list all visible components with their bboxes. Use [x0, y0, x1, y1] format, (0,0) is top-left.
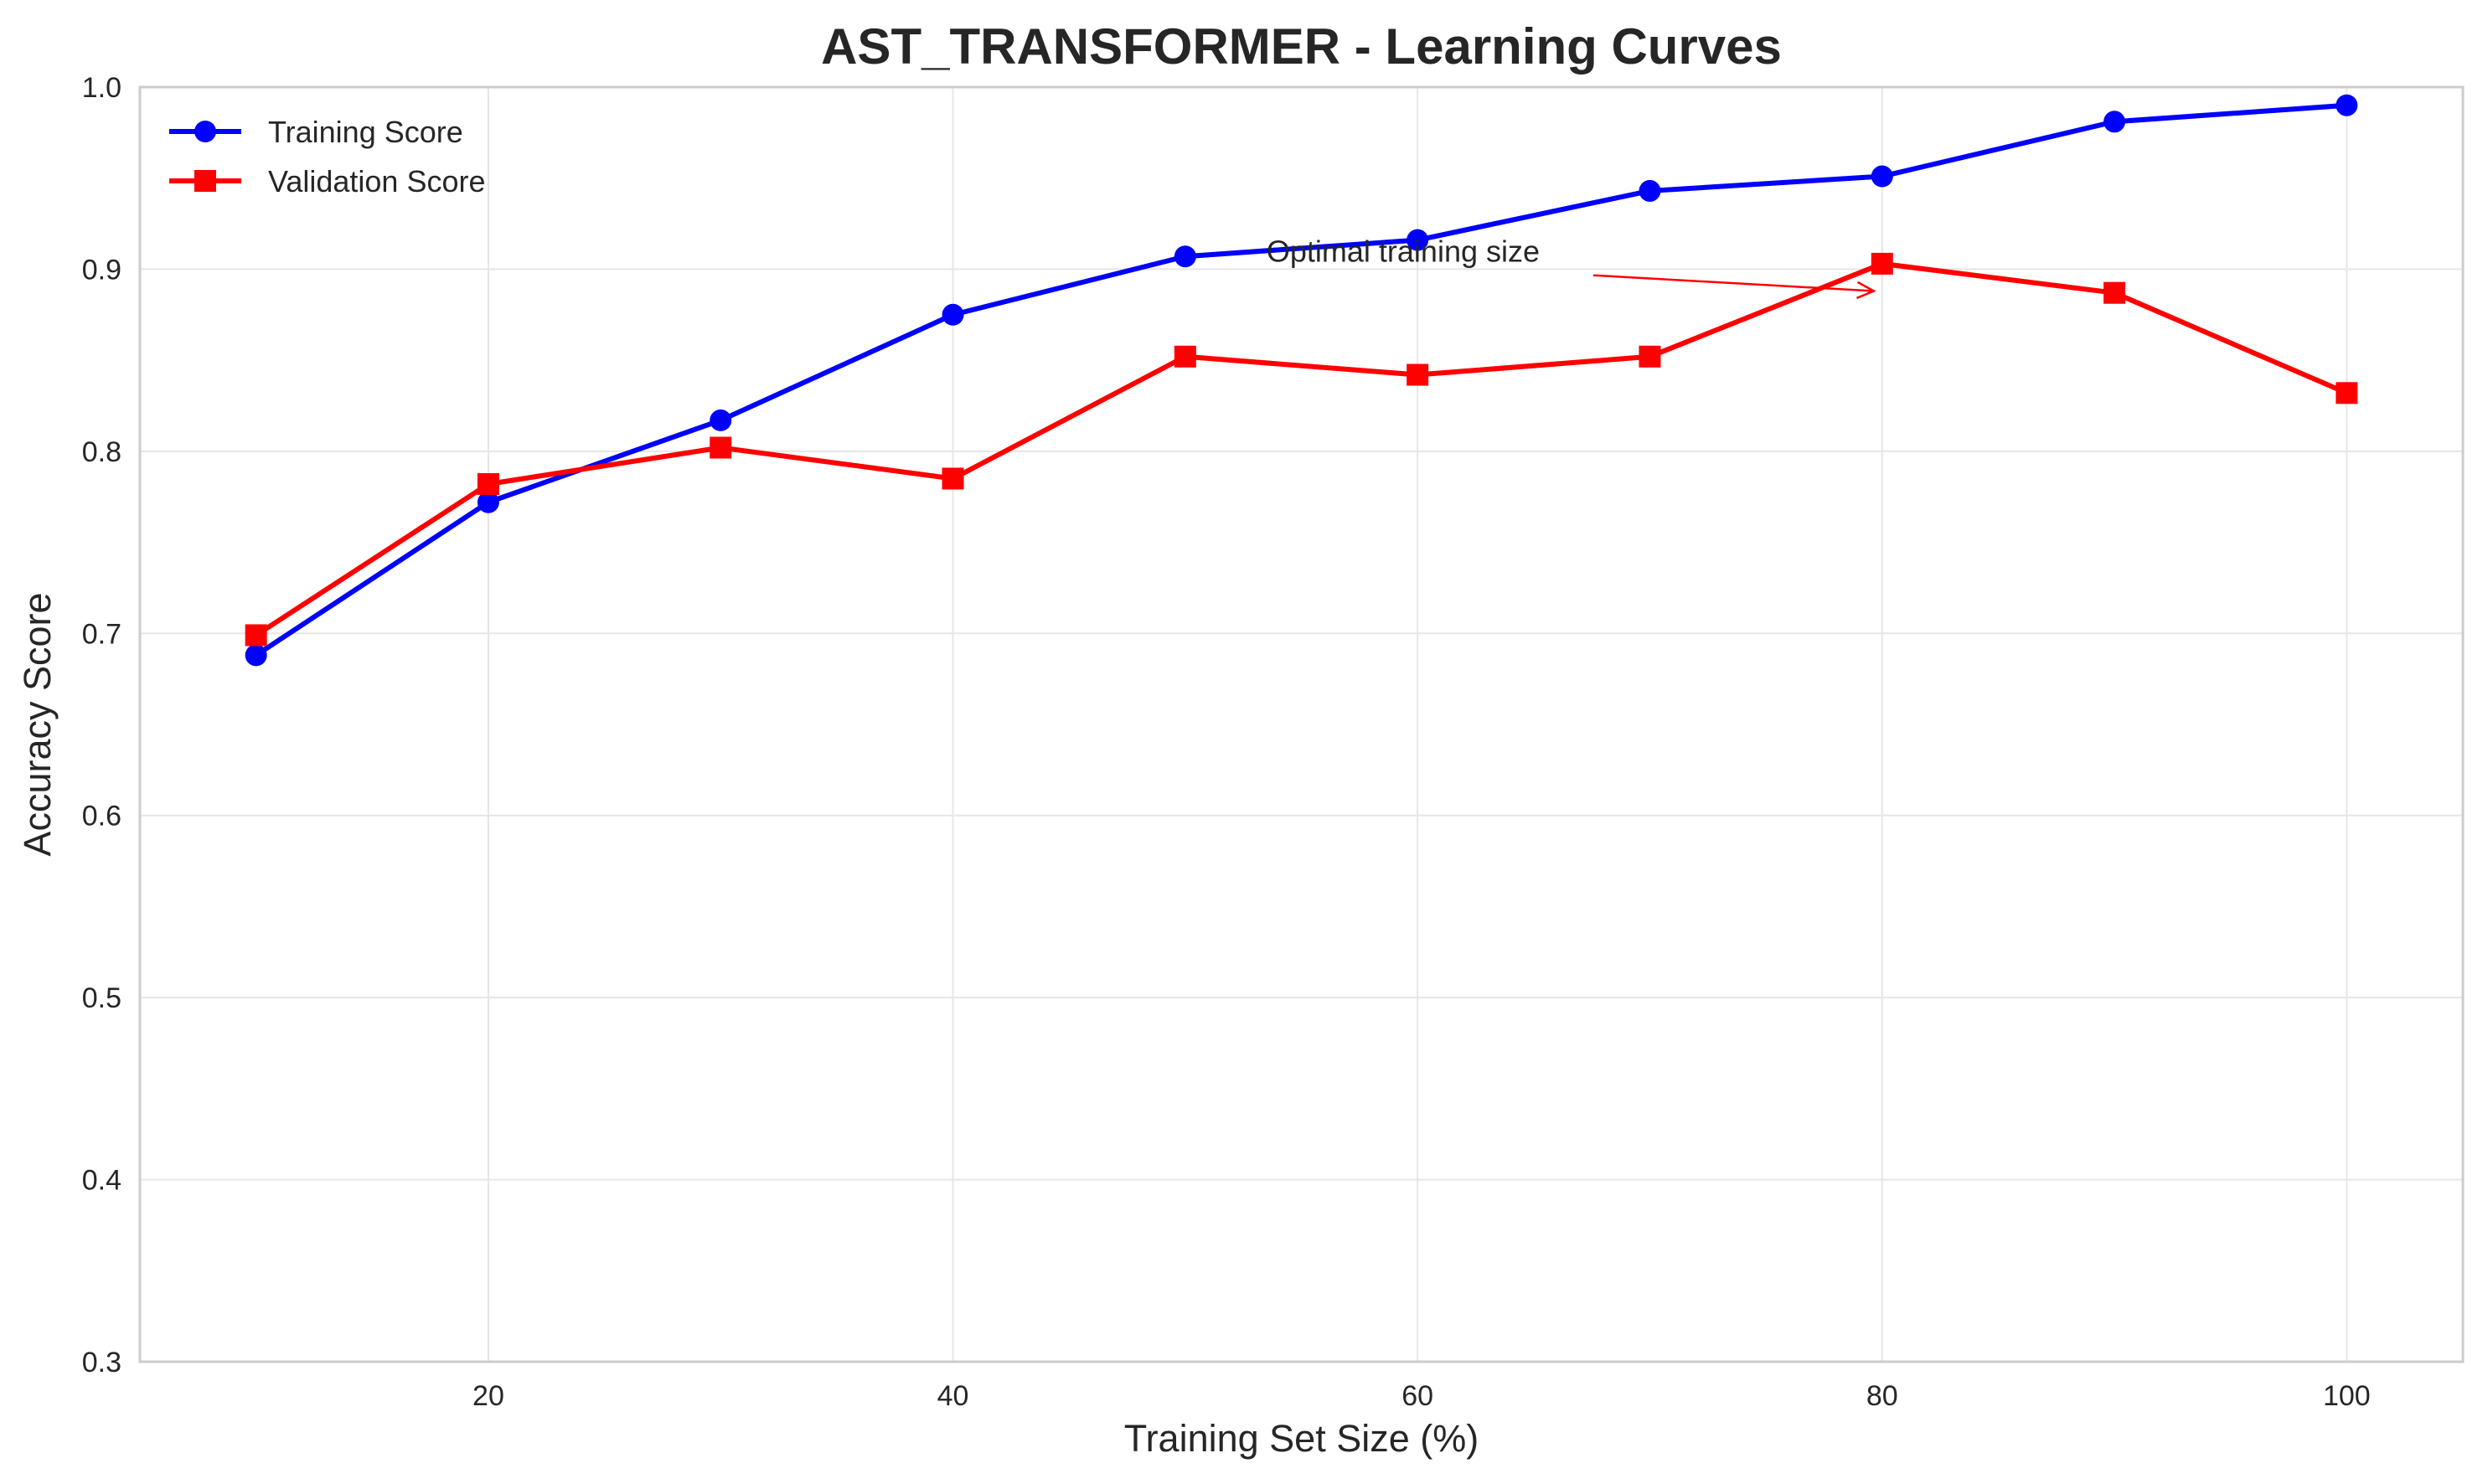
y-tick-label: 0.8 — [82, 436, 121, 468]
series-line — [255, 260, 2348, 637]
x-tick-label: 20 — [472, 1380, 504, 1412]
annotation: Optimal training size — [1267, 234, 1876, 300]
x-axis-label: Training Set Size (%) — [1124, 1417, 1479, 1460]
data-point — [942, 303, 964, 326]
x-tick-label: 80 — [1866, 1380, 1898, 1412]
data-point — [1174, 345, 1196, 368]
annotation-label: Optimal training size — [1267, 234, 1540, 269]
legend-marker — [194, 121, 216, 142]
data-point — [1174, 245, 1196, 268]
y-tick-label: 0.4 — [82, 1165, 121, 1197]
data-point — [1407, 229, 1429, 251]
data-point — [245, 624, 267, 647]
data-point — [477, 472, 499, 495]
series-line — [254, 102, 2347, 657]
x-tick-label: 100 — [2323, 1380, 2371, 1412]
tick-labels: 20 40 60 80 100 0.3 0.4 0.5 0.6 0.7 0.8 0.9 1.0 — [82, 72, 2371, 1412]
chart-title: AST_TRANSFORMER - Learning Curves — [821, 18, 1782, 75]
series-training-score — [245, 94, 2358, 667]
y-tick-label: 0.7 — [82, 618, 121, 650]
data-point — [2103, 111, 2126, 133]
annotation-arrow — [1592, 274, 1874, 292]
y-axis-label: Accuracy Score — [16, 592, 59, 856]
data-point — [2336, 382, 2358, 404]
data-point — [1639, 345, 1661, 368]
data-point — [2336, 94, 2358, 116]
data-point — [710, 409, 732, 431]
y-tick-label: 0.9 — [82, 254, 121, 286]
legend-item: Validation Score — [169, 164, 486, 198]
data-point — [942, 467, 964, 490]
legend: Training Score Validation Score — [169, 115, 486, 198]
y-tick-label: 0.6 — [82, 801, 121, 832]
plot-frame — [138, 85, 2465, 1363]
legend-label: Training Score — [268, 115, 463, 149]
data-point — [710, 436, 732, 459]
data-point — [1871, 165, 1893, 188]
data-point — [477, 491, 499, 513]
legend-marker — [194, 170, 216, 192]
legend-label: Validation Score — [268, 164, 486, 198]
annotation-arrowhead — [1856, 281, 1876, 300]
data-point — [1407, 363, 1429, 386]
y-tick-label: 0.3 — [82, 1347, 121, 1378]
data-point — [2103, 281, 2126, 304]
x-tick-label: 60 — [1401, 1380, 1433, 1412]
data-point — [1639, 179, 1661, 202]
legend-item: Training Score — [169, 115, 463, 149]
data-point — [245, 644, 267, 667]
data-point — [1871, 252, 1893, 275]
annotation-layer: Optimal training size — [1267, 234, 1876, 300]
grid — [140, 86, 2463, 1363]
series-validation-score — [245, 252, 2358, 647]
series-layer — [245, 94, 2358, 667]
x-tick-label: 40 — [937, 1380, 969, 1412]
y-tick-label: 0.5 — [82, 982, 121, 1014]
y-tick-label: 1.0 — [82, 72, 121, 104]
